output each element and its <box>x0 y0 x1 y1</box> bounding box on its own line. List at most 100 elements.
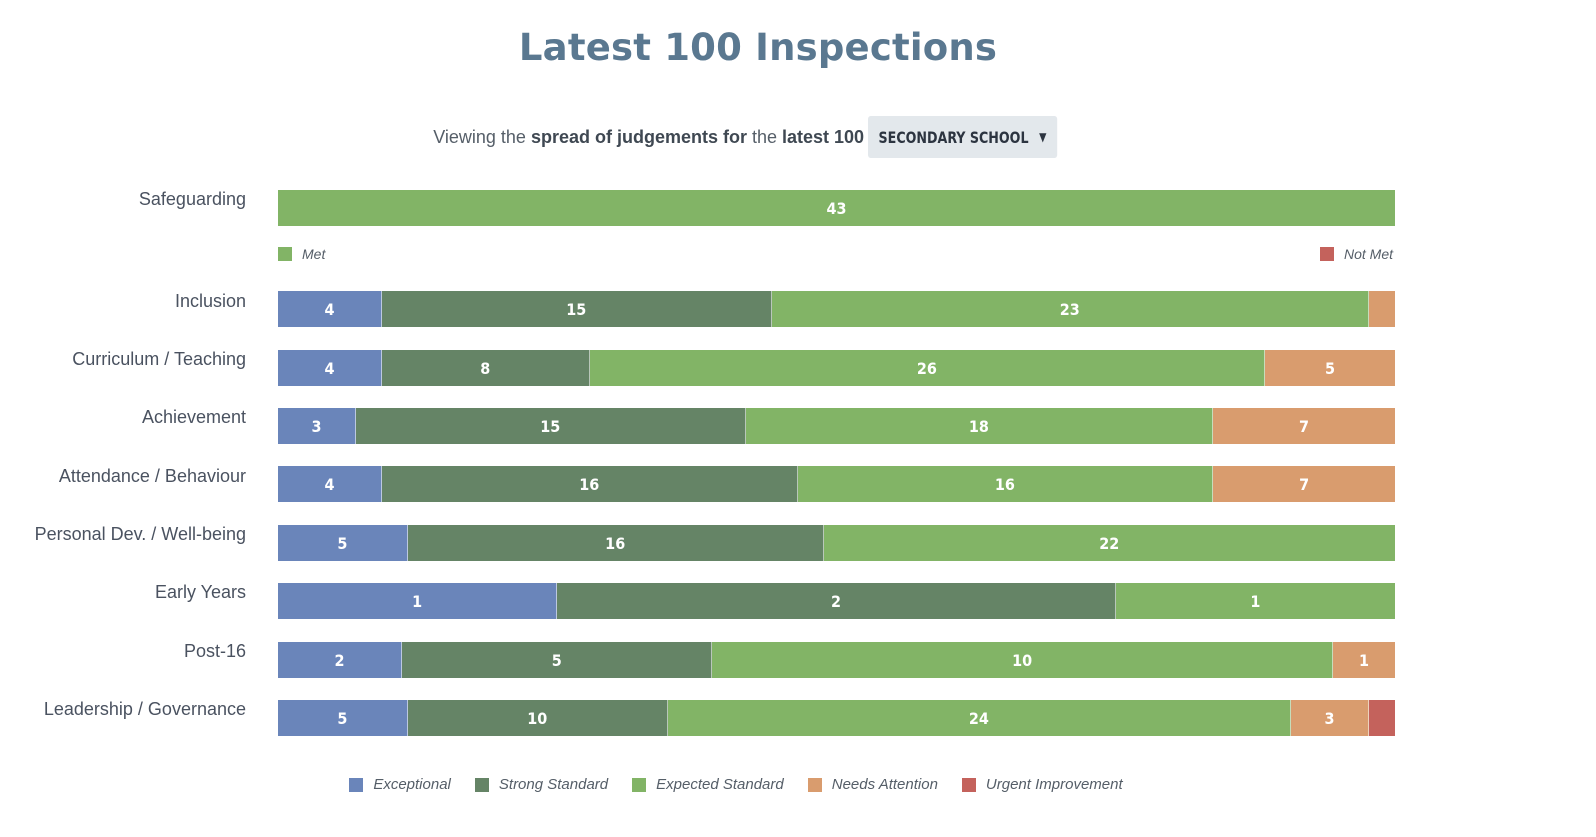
bar-segment-inclusion-strong-standard[interactable]: 15 <box>381 291 772 327</box>
subtitle-text-2: the <box>746 126 782 147</box>
subtitle: Viewing the spread of judgements for the… <box>0 116 1516 158</box>
bar-segment-leadership-governance-strong-standard[interactable]: 10 <box>407 700 668 736</box>
data-label: 16 <box>994 474 1015 494</box>
data-label: 24 <box>968 708 989 728</box>
bar-segment-personal-dev-well-being-expected-standard[interactable]: 22 <box>823 525 1395 561</box>
subtitle-bold-1: spread of judgements for <box>530 126 747 147</box>
legend-item-expected-standard[interactable]: Expected Standard <box>632 776 784 793</box>
legend-label: Expected Standard <box>656 776 784 793</box>
data-label: 5 <box>551 650 562 670</box>
data-label: 22 <box>1099 533 1120 553</box>
bar-segment-personal-dev-well-being-exceptional[interactable]: 5 <box>278 525 408 561</box>
data-label: 4 <box>324 358 335 378</box>
data-label: 1 <box>1358 650 1369 670</box>
data-label: 3 <box>311 416 322 436</box>
bar-segment-leadership-governance-urgent-improvement[interactable] <box>1369 700 1395 736</box>
chart-title: Latest 100 Inspections <box>518 26 998 69</box>
legend-label: Strong Standard <box>498 776 609 793</box>
data-label: 8 <box>480 358 491 378</box>
bar-row-attendance-behaviour: 4 16 16 7 <box>278 466 1395 502</box>
legend-swatch <box>961 777 976 792</box>
bar-segment-attendance-behaviour-exceptional[interactable]: 4 <box>278 466 382 502</box>
bar-segment-achievement-needs-attention[interactable]: 7 <box>1213 408 1395 444</box>
data-label: 4 <box>324 299 335 319</box>
bar-segment-inclusion-needs-attention[interactable] <box>1369 291 1395 327</box>
data-label: 2 <box>334 650 345 670</box>
bar-segment-post-16-exceptional[interactable]: 2 <box>278 642 403 678</box>
bar-segment-curriculum-teaching-needs-attention[interactable]: 5 <box>1265 350 1395 386</box>
bar-segment-early-years-exceptional[interactable]: 1 <box>278 583 558 619</box>
bar-row-leadership-governance: 5 10 24 3 <box>278 700 1395 736</box>
bar-row-achievement: 3 15 18 7 <box>278 408 1395 444</box>
bar-segment-achievement-expected-standard[interactable]: 18 <box>745 408 1214 444</box>
row-label-attendance-behaviour: Attendance / Behaviour <box>58 466 246 486</box>
bar-segment-leadership-governance-exceptional[interactable]: 5 <box>278 700 408 736</box>
data-label: 16 <box>605 533 626 553</box>
data-label: 1 <box>412 591 423 611</box>
bar-segment-safeguarding-met[interactable]: 43 <box>278 190 1395 226</box>
row-label-achievement: Achievement <box>141 407 246 427</box>
bar-segment-inclusion-expected-standard[interactable]: 23 <box>771 291 1369 327</box>
data-label: 15 <box>540 416 561 436</box>
legend-items: Exceptional Strong Standard Expected Stand… <box>337 776 1134 793</box>
subtitle-text-1: Viewing the <box>433 126 531 147</box>
row-label-inclusion: Inclusion <box>174 291 246 311</box>
data-label: 1 <box>1250 591 1261 611</box>
legend-not-met-label: Not Met <box>1344 246 1394 262</box>
bar-segment-attendance-behaviour-strong-standard[interactable]: 16 <box>381 466 798 502</box>
bar-segment-leadership-governance-needs-attention[interactable]: 3 <box>1291 700 1369 736</box>
legend-swatch <box>807 777 822 792</box>
bar-segment-attendance-behaviour-expected-standard[interactable]: 16 <box>797 466 1214 502</box>
legend-item-strong-standard[interactable]: Strong Standard <box>474 776 609 793</box>
legend-not-met-swatch <box>1320 247 1334 261</box>
bar-segment-curriculum-teaching-strong-standard[interactable]: 8 <box>381 350 590 386</box>
school-type-dropdown[interactable]: SECONDARY SCHOOL ▼ <box>868 116 1058 158</box>
bar-row-post-16: 2 5 10 1 <box>278 642 1395 678</box>
bar-segment-early-years-expected-standard[interactable]: 1 <box>1115 583 1395 619</box>
bar-row-personal-dev-well-being: 5 16 22 <box>278 525 1395 561</box>
legend-item-urgent-improvement[interactable]: Urgent Improvement <box>961 776 1123 793</box>
bar-segment-personal-dev-well-being-strong-standard[interactable]: 16 <box>407 525 824 561</box>
legend-met-label: Met <box>302 246 326 262</box>
data-label: 5 <box>337 533 348 553</box>
bar-row-inclusion: 4 15 23 <box>278 291 1395 327</box>
data-label: 10 <box>527 708 548 728</box>
row-label-curriculum-teaching: Curriculum / Teaching <box>72 349 246 369</box>
bar-segment-curriculum-teaching-expected-standard[interactable]: 26 <box>589 350 1266 386</box>
data-label: 23 <box>1059 299 1080 319</box>
legend-swatch <box>632 777 647 792</box>
school-type-selected: SECONDARY SCHOOL <box>878 127 1029 147</box>
bar-segment-achievement-strong-standard[interactable]: 15 <box>355 408 746 444</box>
subtitle-bold-2: latest 100 <box>782 126 865 147</box>
legend-label: Needs Attention <box>831 776 938 793</box>
data-label: 26 <box>916 358 937 378</box>
legend-item-needs-attention[interactable]: Needs Attention <box>807 776 938 793</box>
bar-segment-early-years-strong-standard[interactable]: 2 <box>557 583 1116 619</box>
data-label: 10 <box>1012 650 1033 670</box>
data-label: 5 <box>337 708 348 728</box>
bar-segment-attendance-behaviour-needs-attention[interactable]: 7 <box>1213 466 1395 502</box>
bar-row-early-years: 1 2 1 <box>278 583 1395 619</box>
legend-met: Met <box>278 246 325 262</box>
bar-row-safeguarding: 43 <box>278 190 1395 226</box>
legend-label: Exceptional <box>373 776 451 793</box>
row-label-safeguarding: Safeguarding <box>138 189 246 209</box>
bar-segment-achievement-exceptional[interactable]: 3 <box>278 408 356 444</box>
row-label-leadership-governance: Leadership / Governance <box>43 699 246 719</box>
bar-segment-post-16-needs-attention[interactable]: 1 <box>1332 642 1395 678</box>
data-label: 16 <box>579 474 600 494</box>
legend-item-exceptional[interactable]: Exceptional <box>349 776 451 793</box>
bar-segment-inclusion-exceptional[interactable]: 4 <box>278 291 382 327</box>
bar-segment-leadership-governance-expected-standard[interactable]: 24 <box>667 700 1292 736</box>
bar-segment-post-16-strong-standard[interactable]: 5 <box>402 642 713 678</box>
bar-segment-curriculum-teaching-exceptional[interactable]: 4 <box>278 350 382 386</box>
chart-legend: Exceptional Strong Standard Expected Stand… <box>0 776 1596 793</box>
data-label: 7 <box>1299 416 1310 436</box>
legend-label: Urgent Improvement <box>985 776 1123 793</box>
dropdown-arrow-icon: ▼ <box>1039 130 1047 144</box>
data-label: 18 <box>968 416 989 436</box>
data-label: 43 <box>826 198 847 218</box>
bar-segment-post-16-expected-standard[interactable]: 10 <box>712 642 1333 678</box>
data-label: 4 <box>324 474 335 494</box>
row-label-early-years: Early Years <box>154 582 246 602</box>
